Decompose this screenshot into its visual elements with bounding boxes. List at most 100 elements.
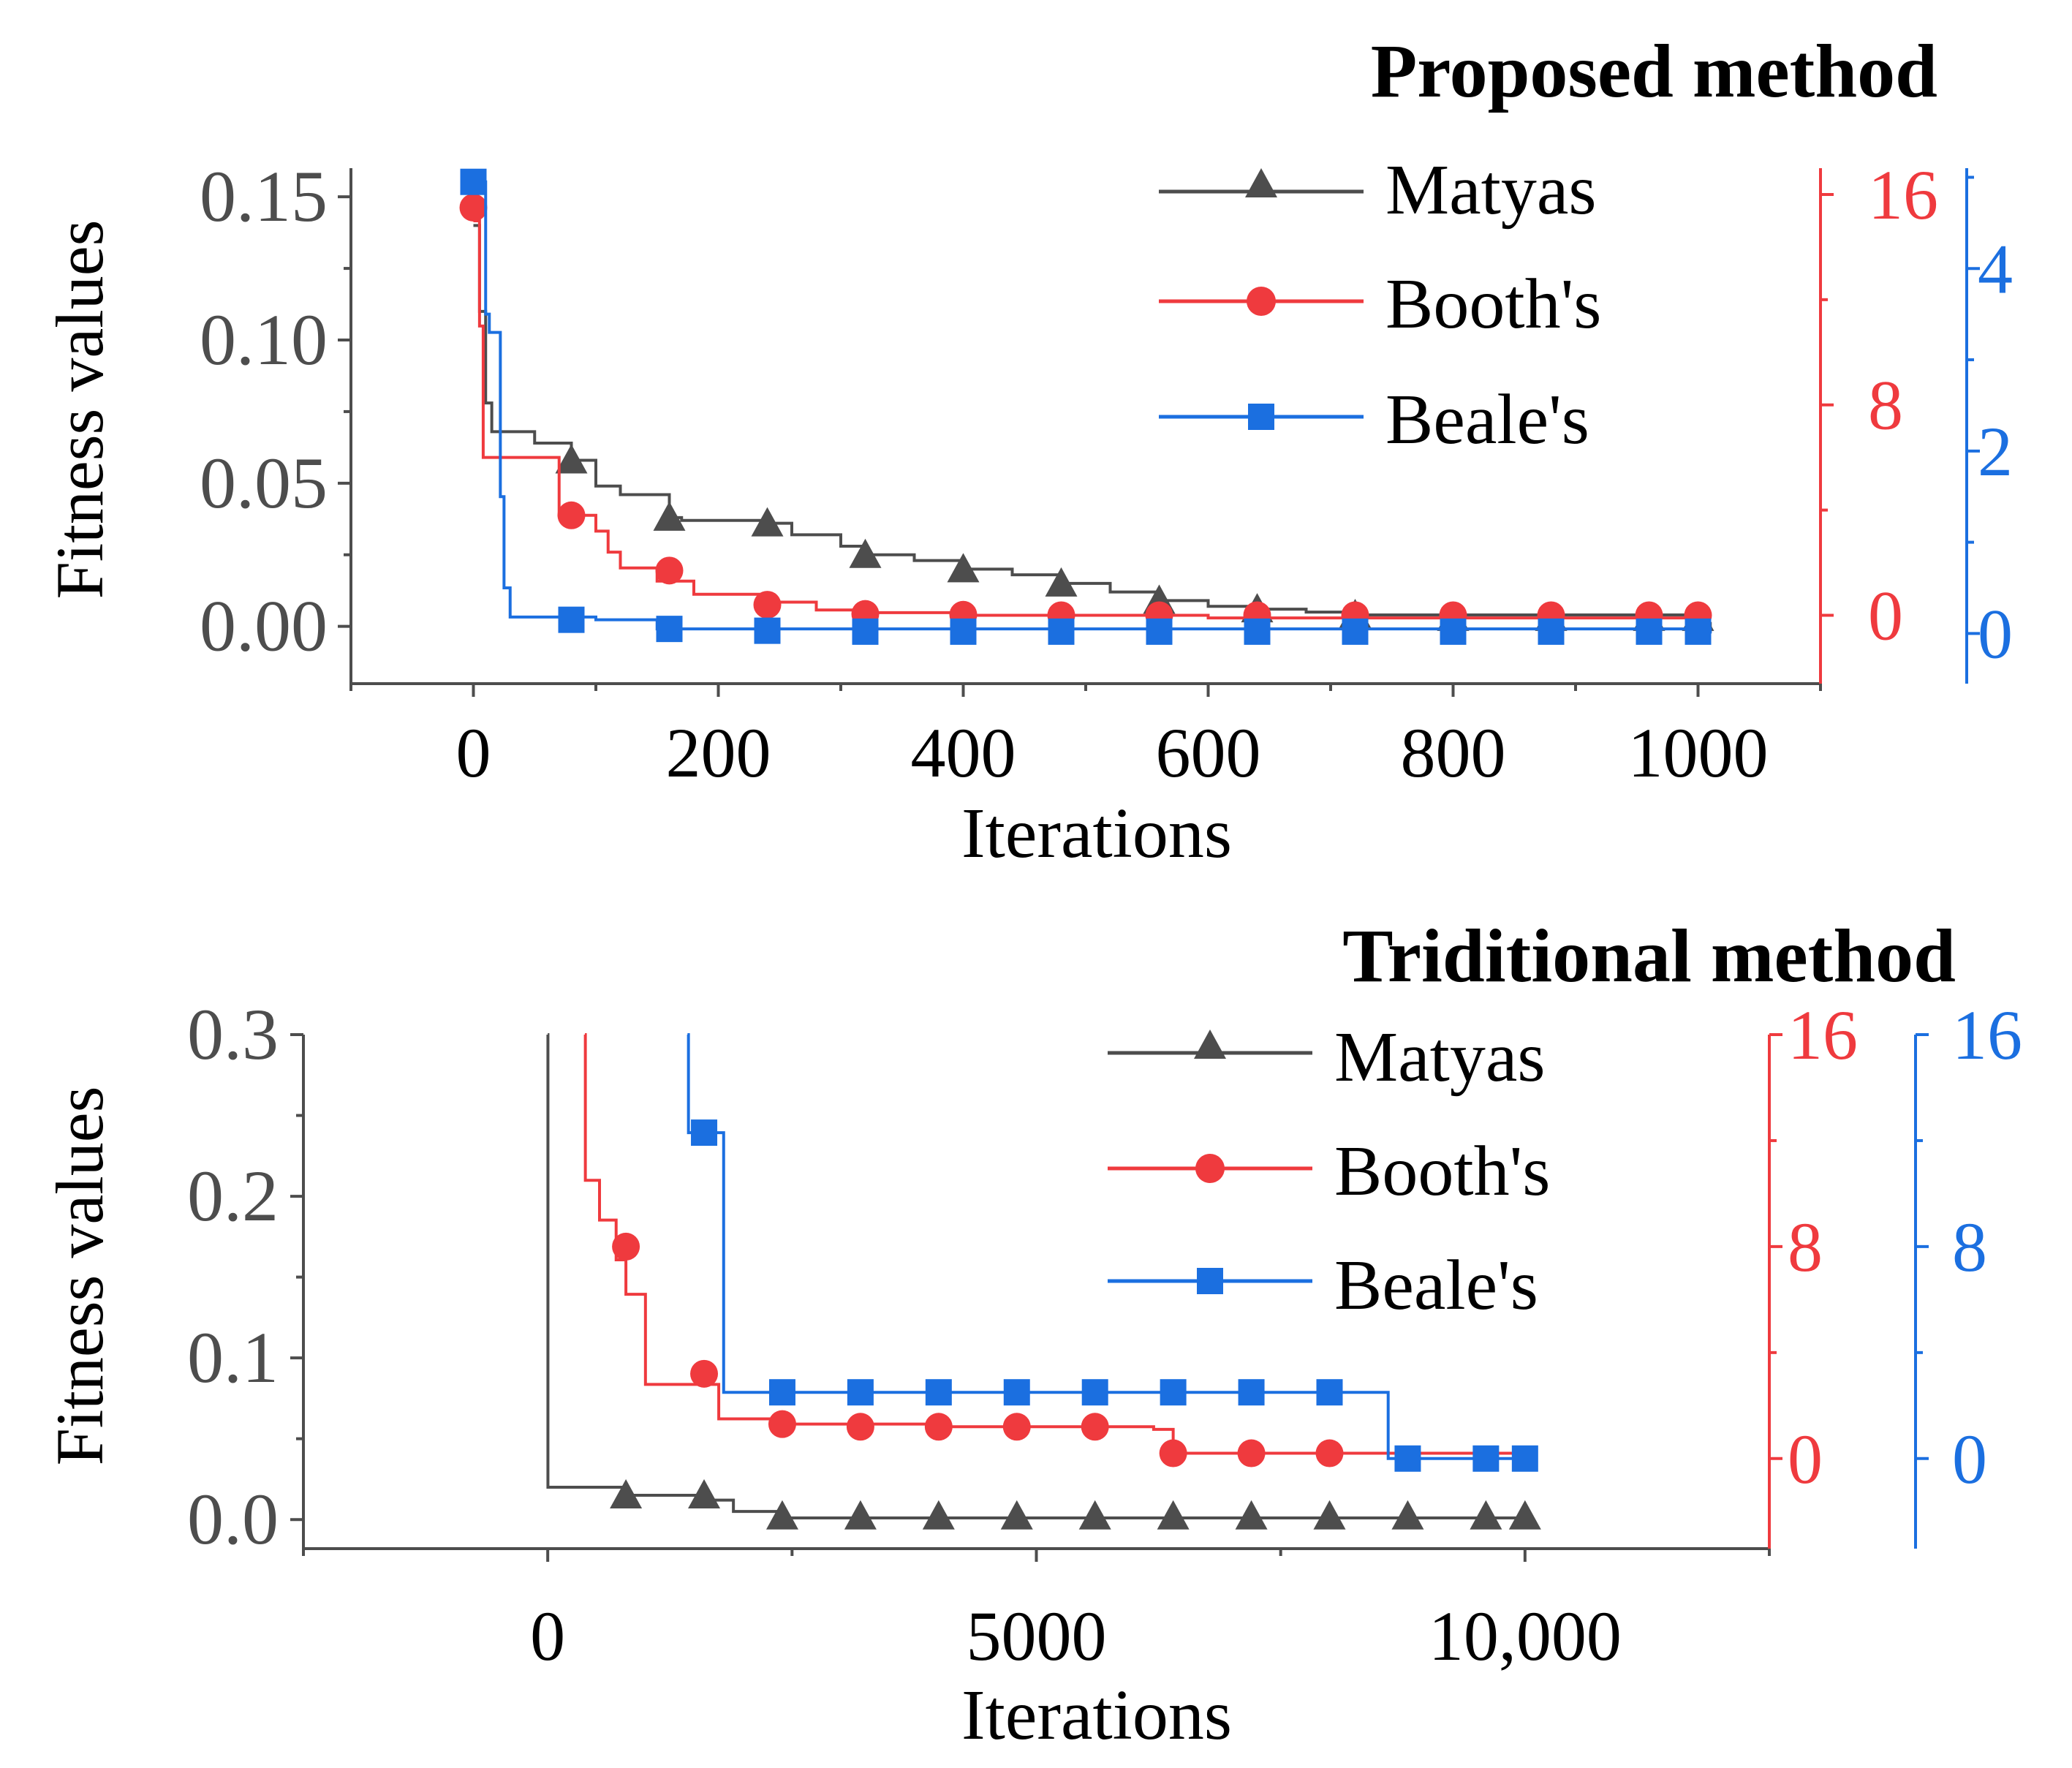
- data-point-booths: [557, 501, 586, 529]
- data-point-booths: [1237, 1439, 1266, 1467]
- data-point-beales: [1342, 618, 1369, 645]
- legend-item-booths: Booth's: [1159, 265, 1601, 344]
- legend-marker-matyas: [1194, 1030, 1226, 1059]
- data-point-booths: [1159, 1439, 1187, 1467]
- data-point-matyas: [1391, 1500, 1424, 1530]
- chart-proposed-method: Proposed method Fitness values Iteration…: [42, 29, 2013, 873]
- data-point-matyas: [1470, 1500, 1502, 1530]
- data-point-booths: [1315, 1439, 1344, 1467]
- data-point-beales: [1472, 1445, 1500, 1472]
- data-point-booths: [690, 1359, 719, 1388]
- left-tick-label: 0.1: [187, 1317, 279, 1398]
- series-line-beales: [687, 1033, 1525, 1460]
- left-tick-label: 0.2: [187, 1155, 279, 1236]
- legend-item-matyas: Matyas: [1159, 151, 1597, 230]
- left-tick-label: 0.3: [187, 994, 279, 1075]
- legend: Matyas Booth's Beale's: [1108, 1018, 1550, 1325]
- data-point-booths: [1002, 1413, 1031, 1441]
- data-point-beales: [1511, 1445, 1538, 1472]
- data-point-matyas: [555, 444, 588, 474]
- right2-tick-label: 0: [1952, 1420, 1987, 1498]
- right1-tick-label: 8: [1868, 366, 1903, 445]
- legend-marker-beales: [1197, 1268, 1223, 1294]
- data-point-beales: [754, 617, 781, 644]
- x-tick-label: 0: [456, 714, 491, 792]
- data-point-beales: [1003, 1379, 1030, 1406]
- right1-tick-label: 0: [1868, 576, 1903, 654]
- legend: Matyas Booth's Beale's: [1159, 151, 1601, 459]
- legend-label-booths: Booth's: [1334, 1132, 1550, 1211]
- data-point-beales: [656, 616, 683, 643]
- data-point-matyas: [688, 1479, 721, 1509]
- legend-marker-matyas: [1245, 168, 1277, 197]
- axes: 0 5000 10,000 0.0 0.1 0.2 0.3 0 8 16 0 8 16: [187, 994, 2022, 1675]
- data-point-matyas: [1157, 1500, 1190, 1530]
- data-point-beales: [1048, 618, 1075, 645]
- right2-tick-label: 2: [1978, 412, 2013, 491]
- data-point-beales: [1160, 1379, 1187, 1406]
- data-point-beales: [1440, 618, 1467, 645]
- x-tick-label: 5000: [967, 1597, 1107, 1675]
- left-tick-label: 0.10: [200, 299, 328, 380]
- data-point-matyas: [1235, 1500, 1268, 1530]
- right2-tick-label: 8: [1952, 1208, 1987, 1286]
- data-point-beales: [847, 1379, 874, 1406]
- right2-tick-label: 16: [1952, 996, 2022, 1074]
- data-point-matyas: [849, 538, 882, 568]
- right1-tick-label: 0: [1788, 1420, 1823, 1498]
- legend-marker-booths: [1195, 1154, 1225, 1183]
- x-axis-label: Iterations: [961, 1676, 1232, 1755]
- legend-label-matyas: Matyas: [1385, 151, 1597, 230]
- data-point-booths: [846, 1413, 874, 1441]
- legend-item-beales: Beale's: [1108, 1246, 1538, 1325]
- data-point-matyas: [922, 1500, 955, 1530]
- left-tick-label: 0.15: [200, 156, 328, 237]
- data-point-matyas: [765, 1500, 798, 1530]
- legend-marker-booths: [1247, 287, 1276, 316]
- data-point-matyas: [947, 553, 980, 583]
- data-point-booths: [1081, 1413, 1109, 1441]
- data-point-booths: [459, 193, 488, 222]
- x-axis-label: Iterations: [961, 794, 1232, 873]
- axes: 0 200 400 600 800 1000 0.00 0.05 0.10 0.15 0 8 16 0 2 4: [200, 156, 2013, 792]
- data-point-matyas: [1000, 1500, 1033, 1530]
- data-point-beales: [1244, 618, 1271, 645]
- chart-traditional-method: Triditional method Fitness values Iterat…: [42, 914, 2022, 1755]
- x-tick-label: 10,000: [1429, 1597, 1622, 1675]
- data-point-beales: [925, 1379, 952, 1406]
- series-group: [459, 168, 1714, 645]
- left-tick-label: 0.0: [187, 1478, 279, 1560]
- y-axis-label: Fitness values: [42, 220, 117, 600]
- legend-label-matyas: Matyas: [1334, 1018, 1546, 1097]
- right1-tick-label: 16: [1868, 156, 1938, 234]
- legend-label-booths: Booth's: [1385, 265, 1601, 344]
- legend-item-booths: Booth's: [1108, 1132, 1550, 1211]
- data-point-matyas: [1078, 1500, 1111, 1530]
- data-point-booths: [655, 556, 684, 585]
- data-point-beales: [1238, 1379, 1265, 1406]
- x-tick-label: 0: [530, 1597, 565, 1675]
- data-point-booths: [753, 591, 782, 619]
- data-point-beales: [1146, 618, 1173, 645]
- data-point-beales: [558, 606, 585, 633]
- data-point-matyas: [653, 501, 686, 531]
- series-line-booths: [583, 1033, 1525, 1455]
- chart-title: Proposed method: [1371, 29, 1937, 113]
- data-point-matyas: [1045, 567, 1078, 597]
- data-point-booths: [768, 1410, 796, 1438]
- legend-marker-beales: [1248, 404, 1274, 430]
- data-point-beales: [1636, 618, 1663, 645]
- data-point-booths: [924, 1413, 953, 1441]
- data-point-matyas: [751, 507, 784, 537]
- left-tick-label: 0.05: [200, 442, 328, 524]
- legend-item-matyas: Matyas: [1108, 1018, 1546, 1097]
- data-point-matyas: [844, 1500, 877, 1530]
- legend-label-beales: Beale's: [1334, 1246, 1538, 1325]
- series-group: [546, 1033, 1541, 1530]
- x-tick-label: 800: [1401, 714, 1506, 792]
- legend-item-beales: Beale's: [1159, 380, 1589, 459]
- legend-label-beales: Beale's: [1385, 380, 1589, 459]
- data-point-beales: [691, 1119, 718, 1146]
- data-point-beales: [1081, 1379, 1108, 1406]
